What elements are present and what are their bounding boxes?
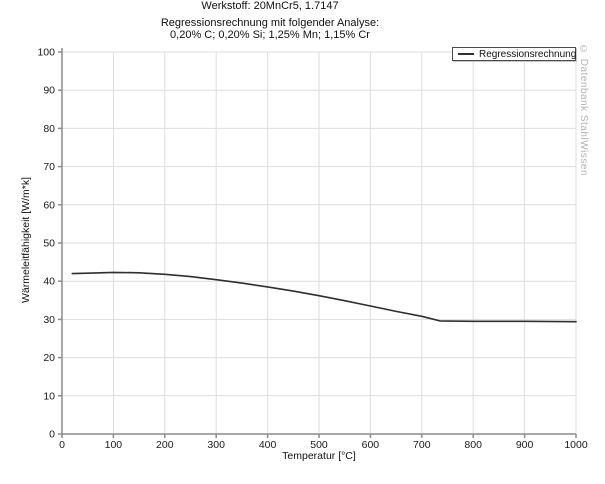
x-tick-label: 800 [464, 439, 482, 451]
x-tick-label: 100 [105, 439, 123, 451]
x-tick-label: 300 [207, 439, 225, 451]
x-tick-label: 1000 [564, 439, 588, 451]
chart-subtitle-line1: Regressionsrechnung mit folgender Analys… [160, 17, 380, 29]
legend-line-icon [458, 53, 474, 55]
x-tick-label: 500 [310, 439, 328, 451]
chart-header: Werkstoff: 20MnCr5, 1.7147 Regressionsre… [0, 0, 540, 41]
x-tick-label: 700 [413, 439, 431, 451]
chart-title: Werkstoff: 20MnCr5, 1.7147 [201, 0, 339, 12]
legend: Regressionsrechnung [452, 47, 576, 61]
watermark: © Datenbank StahlWissen [578, 44, 589, 177]
y-tick-label: 90 [43, 85, 55, 97]
y-tick-label: 20 [43, 352, 55, 364]
legend-label: Regressionsrechnung [479, 48, 577, 60]
x-tick-label: 600 [362, 439, 380, 451]
y-tick-label: 80 [43, 123, 55, 135]
y-tick-label: 40 [43, 276, 55, 288]
chart-subtitle-line2: 0,20% C; 0,20% Si; 1,25% Mn; 1,15% Cr [170, 29, 370, 41]
series-regressionsrechnung [71, 271, 577, 323]
x-tick-label: 400 [259, 439, 277, 451]
y-tick-label: 70 [43, 161, 55, 173]
y-tick-label: 0 [49, 429, 55, 441]
y-tick-label: 100 [37, 47, 55, 59]
x-tick-label: 0 [59, 439, 65, 451]
x-tick-label: 900 [516, 439, 534, 451]
x-axis-label: Temperatur [°C] [282, 450, 356, 462]
y-tick-label: 60 [43, 199, 55, 211]
y-axis-label: Wärmeleitfähigkeit [W/m*k] [20, 176, 32, 304]
x-tick-label: 200 [156, 439, 174, 451]
y-tick-label: 50 [43, 238, 55, 250]
y-tick-label: 30 [43, 314, 55, 326]
y-tick-label: 10 [43, 390, 55, 402]
